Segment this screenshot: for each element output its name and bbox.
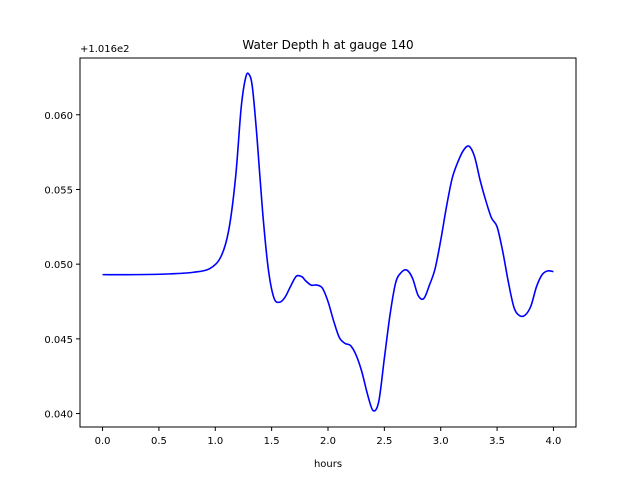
y-tick-label: 0.055 <box>44 185 73 196</box>
x-axis-label: hours <box>314 459 342 470</box>
x-axis-ticks: 0.0 0.5 1.0 1.5 2.0 2.5 3.0 3.5 4.0 <box>95 427 562 447</box>
x-tick-label: 2.0 <box>320 436 336 447</box>
y-axis-ticks: 0.040 0.045 0.050 0.055 0.060 <box>44 111 80 421</box>
x-tick-label: 0.5 <box>151 436 167 447</box>
y-tick-label: 0.040 <box>44 410 73 421</box>
series-layer <box>102 72 554 412</box>
x-tick-label: 1.5 <box>264 436 280 447</box>
series-line-0 <box>102 72 554 412</box>
x-tick-label: 0.0 <box>95 436 111 447</box>
x-tick-label: 4.0 <box>546 436 562 447</box>
x-tick-label: 3.0 <box>433 436 449 447</box>
x-tick-label: 1.0 <box>207 436 223 447</box>
y-axis-offset-label: +1.016e2 <box>80 44 130 55</box>
y-tick-label: 0.045 <box>44 335 73 346</box>
y-tick-label: 0.060 <box>44 111 73 122</box>
plot-area <box>80 58 576 427</box>
x-tick-label: 2.5 <box>376 436 392 447</box>
chart-title: Water Depth h at gauge 140 <box>242 38 413 52</box>
y-tick-label: 0.050 <box>44 260 73 271</box>
x-tick-label: 3.5 <box>489 436 505 447</box>
